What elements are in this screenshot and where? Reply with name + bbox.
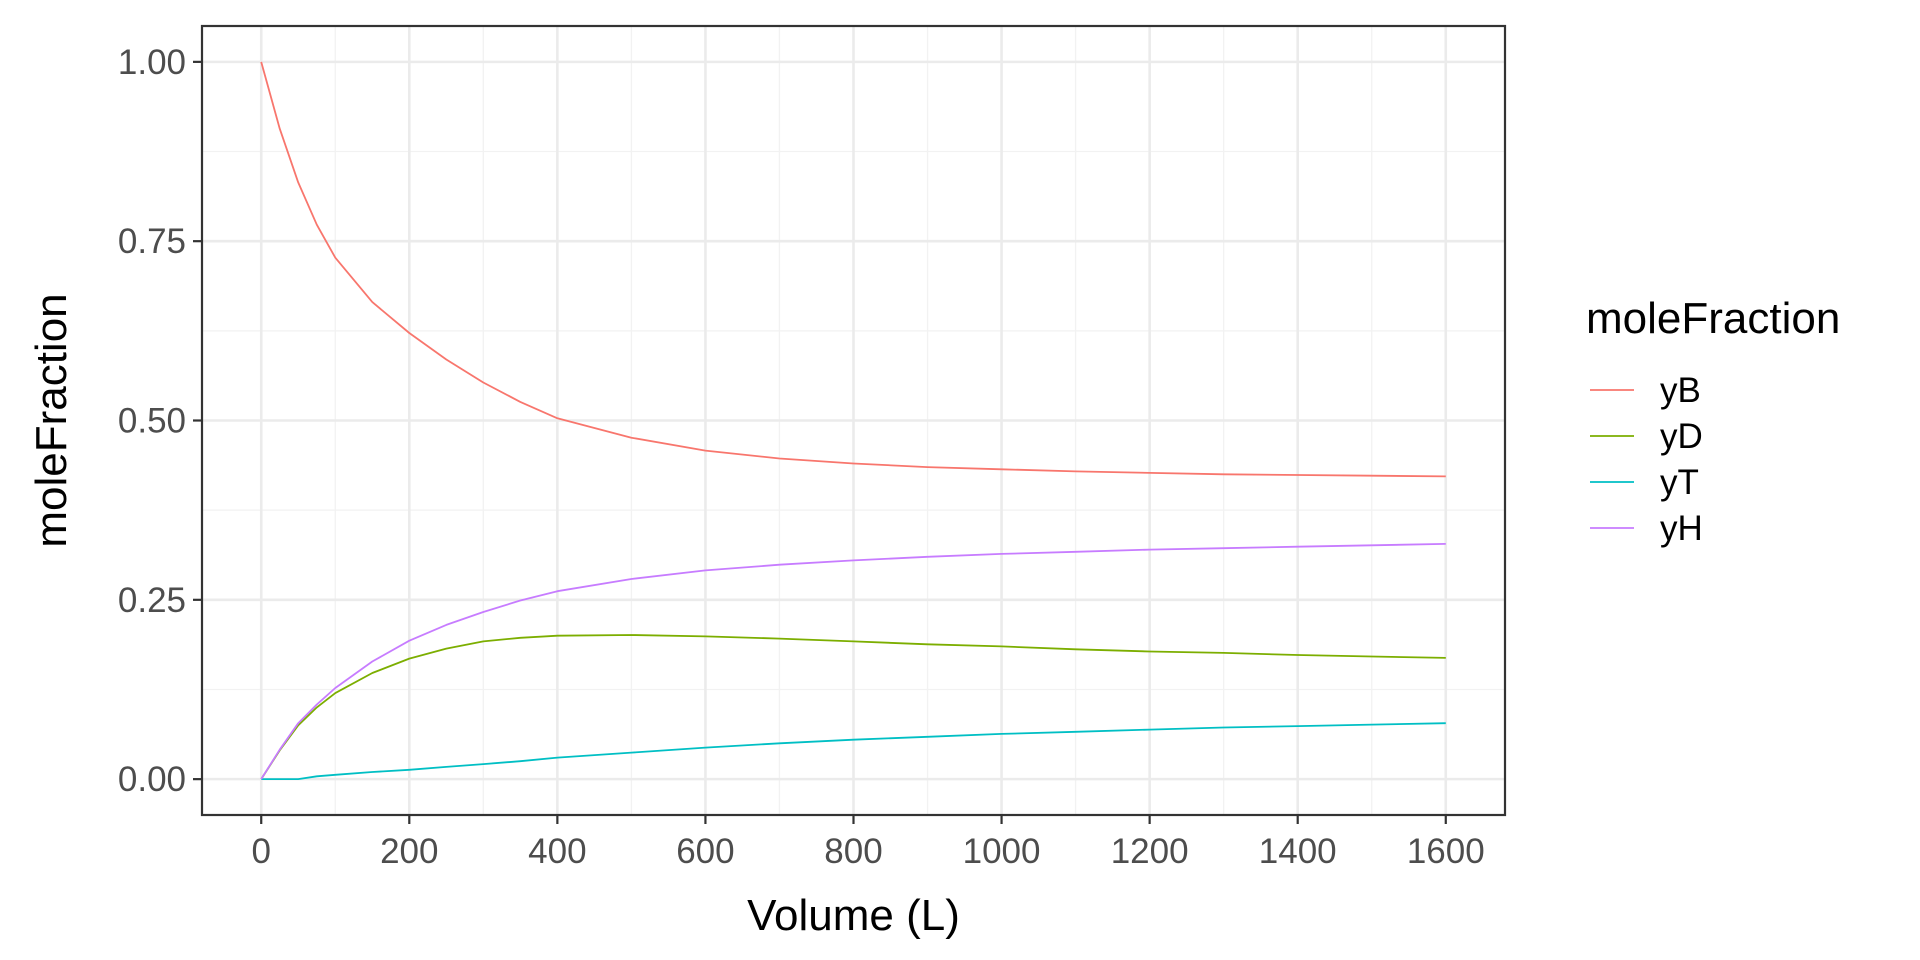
x-tick-label: 400 (528, 832, 586, 871)
major-gridlines (202, 26, 1505, 815)
x-tick-label: 600 (676, 832, 734, 871)
y-axis-title: moleFraction (27, 293, 76, 547)
legend-label-yD: yD (1660, 417, 1703, 456)
legend-title: moleFraction (1586, 294, 1840, 343)
y-axis-ticks: 0.00 0.25 0.50 0.75 1.00 (118, 43, 202, 799)
series-line-yB (260, 61, 1446, 478)
x-axis-title: Volume (L) (747, 891, 960, 940)
x-tick-label: 1200 (1111, 832, 1189, 871)
legend-label-yH: yH (1660, 509, 1703, 548)
series-line-yT (261, 722, 1446, 780)
series-line-yD (260, 634, 1446, 780)
x-tick-label: 1400 (1259, 832, 1337, 871)
x-tick-label: 800 (824, 832, 882, 871)
x-tick-label: 1600 (1407, 832, 1485, 871)
legend-label-yB: yB (1660, 371, 1701, 410)
series-lines (260, 61, 1446, 780)
x-tick-label: 1000 (963, 832, 1041, 871)
x-tick-label: 200 (380, 832, 438, 871)
y-tick-label: 0.50 (118, 402, 186, 441)
y-tick-label: 0.00 (118, 760, 186, 799)
x-tick-label: 0 (251, 832, 270, 871)
y-tick-label: 0.75 (118, 222, 186, 261)
y-tick-label: 1.00 (118, 43, 186, 82)
y-tick-label: 0.25 (118, 581, 186, 620)
series-line-yH (260, 543, 1446, 780)
legend-label-yT: yT (1660, 463, 1699, 502)
legend: moleFraction yB yD yT yH (1586, 294, 1840, 548)
x-axis-ticks: 0 200 400 600 800 1000 1200 1400 1600 (251, 815, 1485, 871)
